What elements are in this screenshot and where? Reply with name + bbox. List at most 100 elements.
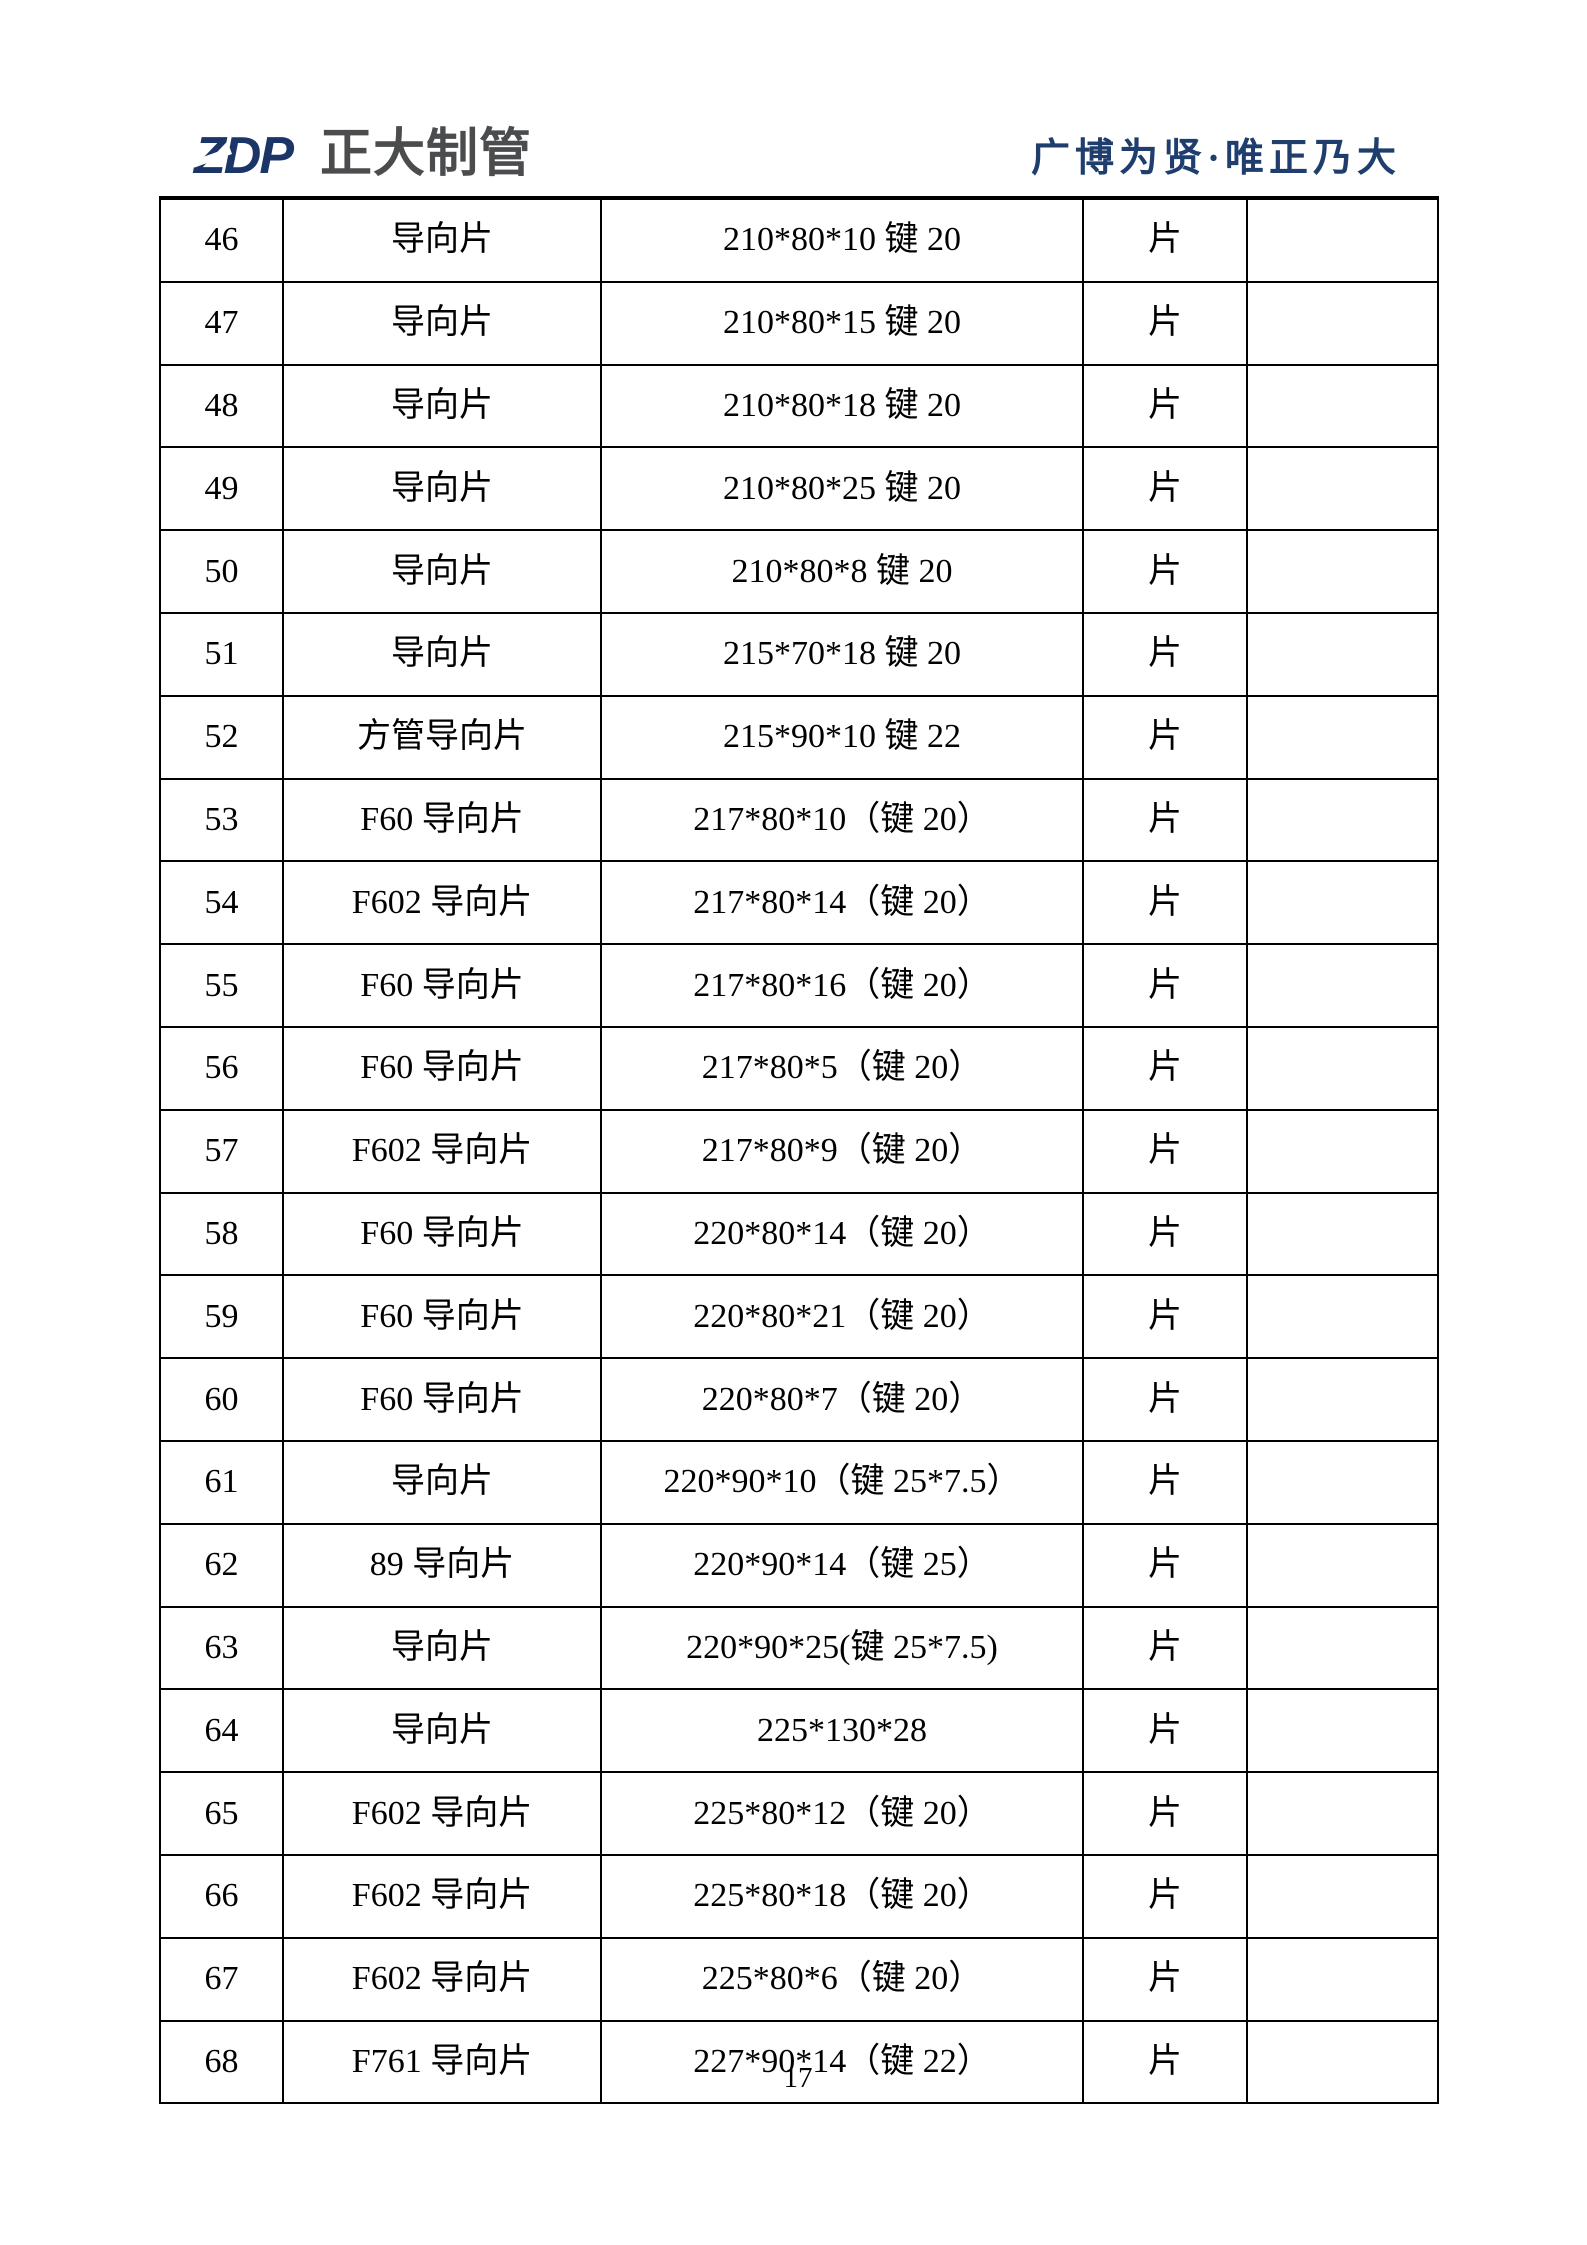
cell-unit: 片 <box>1082 1688 1248 1774</box>
table-row: 56 F60 导向片 217*80*5（键 20）片 <box>159 1025 1439 1111</box>
cell-unit: 片 <box>1082 943 1248 1028</box>
cell-no: 56 <box>159 1025 284 1111</box>
cell-name: F602 导向片 <box>282 1108 602 1194</box>
cell-no: 60 <box>159 1357 284 1442</box>
cell-remark <box>1246 280 1439 366</box>
cell-spec: 227*90*14（键 22） <box>600 2019 1084 2105</box>
cell-name: 导向片 <box>282 197 602 283</box>
table-row: 54 F602 导向片 217*80*14（键 20）片 <box>159 860 1439 946</box>
cell-spec: 220*80*7（键 20） <box>600 1357 1084 1442</box>
cell-name: 导向片 <box>282 280 602 366</box>
cell-unit: 片 <box>1082 1853 1248 1939</box>
cell-name: F602 导向片 <box>282 1853 602 1939</box>
cell-spec: 225*130*28 <box>600 1688 1084 1774</box>
cell-spec: 220*90*14（键 25） <box>600 1522 1084 1608</box>
parts-table: 46 导向片 210*80*10 键 20 片 47 导向片 210*80*15 键 20 片… <box>159 196 1439 2105</box>
cell-no: 58 <box>159 1191 284 1277</box>
cell-name: F60 导向片 <box>282 1274 602 1360</box>
cell-name: 导向片 <box>282 529 602 614</box>
table-row: 61 导向片 220*90*10（键 25*7.5）片 <box>159 1439 1439 1525</box>
cell-no: 54 <box>159 860 284 946</box>
cell-remark <box>1246 777 1439 863</box>
cell-no: 57 <box>159 1108 284 1194</box>
table-row: 60 F60 导向片 220*80*7（键 20）片 <box>159 1357 1439 1442</box>
table-row: 50 导向片 210*80*8 键 20 片 <box>159 529 1439 614</box>
cell-remark <box>1246 1274 1439 1360</box>
cell-no: 67 <box>159 1936 284 2022</box>
cell-unit: 片 <box>1082 280 1248 366</box>
cell-unit: 片 <box>1082 1108 1248 1194</box>
cell-spec: 217*80*16（键 20） <box>600 943 1084 1028</box>
cell-name: 导向片 <box>282 446 602 532</box>
cell-spec: 210*80*8 键 20 <box>600 529 1084 614</box>
table-row: 62 89 导向片 220*90*14（键 25）片 <box>159 1522 1439 1608</box>
cell-remark <box>1246 1191 1439 1277</box>
cell-no: 47 <box>159 280 284 366</box>
page-number: 17 <box>783 2062 813 2094</box>
cell-name: 导向片 <box>282 611 602 697</box>
cell-remark <box>1246 197 1439 283</box>
table-row: 67 F602 导向片 225*80*6（键 20）片 <box>159 1936 1439 2022</box>
cell-remark <box>1246 1853 1439 1939</box>
cell-spec: 210*80*25 键 20 <box>600 446 1084 532</box>
cell-remark <box>1246 1439 1439 1525</box>
cell-name: F761 导向片 <box>282 2019 602 2105</box>
cell-name: F60 导向片 <box>282 1025 602 1111</box>
cell-unit: 片 <box>1082 611 1248 697</box>
cell-remark <box>1246 1108 1439 1194</box>
table-row: 57 F602 导向片 217*80*9（键 20）片 <box>159 1108 1439 1194</box>
cell-remark <box>1246 363 1439 449</box>
cell-spec: 217*80*9（键 20） <box>600 1108 1084 1194</box>
cell-name: F60 导向片 <box>282 1191 602 1277</box>
table-row: 65 F602 导向片 225*80*12（键 20）片 <box>159 1771 1439 1856</box>
parts-table-body: 46 导向片 210*80*10 键 20 片 47 导向片 210*80*15 键 20 片… <box>159 197 1439 2105</box>
cell-name: 方管导向片 <box>282 694 602 780</box>
cell-no: 50 <box>159 529 284 614</box>
cell-spec: 220*80*21（键 20） <box>600 1274 1084 1360</box>
cell-no: 66 <box>159 1853 284 1939</box>
cell-remark <box>1246 1357 1439 1442</box>
cell-unit: 片 <box>1082 1522 1248 1608</box>
cell-name: 89 导向片 <box>282 1522 602 1608</box>
cell-unit: 片 <box>1082 694 1248 780</box>
cell-remark <box>1246 446 1439 532</box>
cell-name: 导向片 <box>282 1605 602 1691</box>
cell-remark <box>1246 1605 1439 1691</box>
table-row: 46 导向片 210*80*10 键 20 片 <box>159 197 1439 283</box>
page-header: ZDP 正大制管 广博为贤·唯正乃大 <box>0 0 1587 196</box>
cell-spec: 220*80*14（键 20） <box>600 1191 1084 1277</box>
cell-spec: 225*80*18（键 20） <box>600 1853 1084 1939</box>
cell-name: F602 导向片 <box>282 1936 602 2022</box>
cell-remark <box>1246 529 1439 614</box>
cell-name: 导向片 <box>282 1688 602 1774</box>
cell-spec: 217*80*5（键 20） <box>600 1025 1084 1111</box>
cell-remark <box>1246 1522 1439 1608</box>
company-name: 正大制管 <box>320 125 533 183</box>
zdp-logo-mark: ZDP <box>192 130 294 182</box>
table-row: 52 方管导向片 215*90*10 键 22 片 <box>159 694 1439 780</box>
cell-remark <box>1246 694 1439 780</box>
cell-spec: 215*90*10 键 22 <box>600 694 1084 780</box>
cell-name: F60 导向片 <box>282 943 602 1028</box>
cell-spec: 217*80*14（键 20） <box>600 860 1084 946</box>
cell-unit: 片 <box>1082 529 1248 614</box>
cell-unit: 片 <box>1082 1605 1248 1691</box>
cell-unit: 片 <box>1082 1357 1248 1442</box>
cell-spec: 215*70*18 键 20 <box>600 611 1084 697</box>
cell-unit: 片 <box>1082 1771 1248 1856</box>
cell-remark <box>1246 1688 1439 1774</box>
cell-remark <box>1246 2019 1439 2105</box>
cell-no: 59 <box>159 1274 284 1360</box>
table-row: 48 导向片 210*80*18 键 20 片 <box>159 363 1439 449</box>
company-slogan: 广博为贤·唯正乃大 <box>1030 137 1401 180</box>
cell-no: 49 <box>159 446 284 532</box>
cell-no: 46 <box>159 197 284 283</box>
cell-name: 导向片 <box>282 1439 602 1525</box>
cell-remark <box>1246 1025 1439 1111</box>
cell-no: 48 <box>159 363 284 449</box>
cell-no: 65 <box>159 1771 284 1856</box>
cell-unit: 片 <box>1082 197 1248 283</box>
cell-no: 53 <box>159 777 284 863</box>
cell-unit: 片 <box>1082 1025 1248 1111</box>
